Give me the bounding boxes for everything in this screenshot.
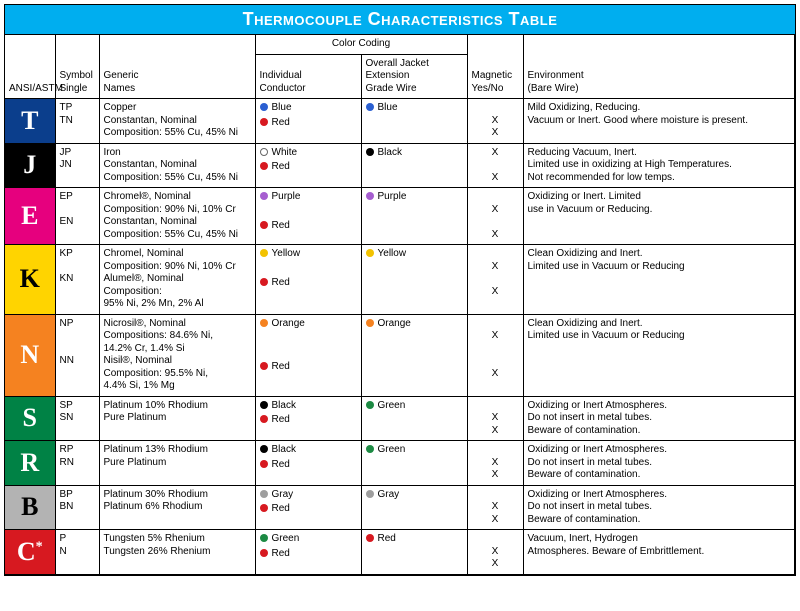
environment-cell: Clean Oxidizing and Inert.Limited use in… — [523, 245, 795, 315]
table-row: TTPTNCopperConstantan, NominalCompositio… — [5, 99, 795, 144]
symbol-cell: TPTN — [55, 99, 99, 144]
names-cell: Platinum 13% RhodiumPure Platinum — [99, 441, 255, 486]
symbol-cell: BPBN — [55, 485, 99, 530]
col-symbol: SymbolSingle — [55, 35, 99, 99]
individual-conductor-cell: BlueRed — [255, 99, 361, 144]
symbol-cell: NPNN — [55, 314, 99, 396]
jacket-cell: Green — [361, 396, 467, 441]
table-row: KKPKNChromel, NominalComposition: 90% Ni… — [5, 245, 795, 315]
jacket-cell: Purple — [361, 188, 467, 245]
table-header: ANSI/ASTM SymbolSingle GenericNames Colo… — [5, 35, 795, 99]
names-cell: CopperConstantan, NominalComposition: 55… — [99, 99, 255, 144]
table-row: EEPENChromel®, NominalComposition: 90% N… — [5, 188, 795, 245]
ansi-letter: B — [5, 485, 55, 530]
names-cell: Tungsten 5% RheniumTungsten 26% Rhenium — [99, 530, 255, 575]
individual-conductor-cell: BlackRed — [255, 441, 361, 486]
table-row: C*PNTungsten 5% RheniumTungsten 26% Rhen… — [5, 530, 795, 575]
ansi-letter: T — [5, 99, 55, 144]
table-row: NNPNNNicrosil®, NominalCompositions: 84.… — [5, 314, 795, 396]
magnetic-cell: X X — [467, 314, 523, 396]
environment-cell: Oxidizing or Inert. Limiteduse in Vacuum… — [523, 188, 795, 245]
magnetic-cell: XX — [467, 485, 523, 530]
names-cell: Nicrosil®, NominalCompositions: 84.6% Ni… — [99, 314, 255, 396]
names-cell: Platinum 30% RhodiumPlatinum 6% Rhodium — [99, 485, 255, 530]
individual-conductor-cell: GrayRed — [255, 485, 361, 530]
names-cell: Platinum 10% RhodiumPure Platinum — [99, 396, 255, 441]
individual-conductor-cell: BlackRed — [255, 396, 361, 441]
individual-conductor-cell: GreenRed — [255, 530, 361, 575]
col-ansi: ANSI/ASTM — [5, 35, 55, 99]
ansi-letter: S — [5, 396, 55, 441]
individual-conductor-cell: Orange Red — [255, 314, 361, 396]
individual-conductor-cell: Purple Red — [255, 188, 361, 245]
col-individual: IndividualConductor — [255, 54, 361, 99]
col-environment: Environment(Bare Wire) — [523, 35, 795, 99]
jacket-cell: Red — [361, 530, 467, 575]
magnetic-cell: X X — [467, 188, 523, 245]
table-row: JJPJNIronConstantan, NominalComposition:… — [5, 143, 795, 188]
environment-cell: Oxidizing or Inert Atmospheres.Do not in… — [523, 485, 795, 530]
environment-cell: Mild Oxidizing, Reducing.Vacuum or Inert… — [523, 99, 795, 144]
col-magnetic: MagneticYes/No — [467, 35, 523, 99]
table-row: BBPBNPlatinum 30% RhodiumPlatinum 6% Rho… — [5, 485, 795, 530]
individual-conductor-cell: Yellow Red — [255, 245, 361, 315]
ansi-letter: E — [5, 188, 55, 245]
symbol-cell: RPRN — [55, 441, 99, 486]
symbol-cell: SPSN — [55, 396, 99, 441]
ansi-letter: J — [5, 143, 55, 188]
ansi-letter: N — [5, 314, 55, 396]
table-row: RRPRNPlatinum 13% RhodiumPure PlatinumBl… — [5, 441, 795, 486]
jacket-cell: Orange — [361, 314, 467, 396]
names-cell: Chromel®, NominalComposition: 90% Ni, 10… — [99, 188, 255, 245]
table-title: Thermocouple Characteristics Table — [5, 5, 795, 35]
names-cell: IronConstantan, NominalComposition: 55% … — [99, 143, 255, 188]
col-names: GenericNames — [99, 35, 255, 99]
environment-cell: Vacuum, Inert, HydrogenAtmospheres. Bewa… — [523, 530, 795, 575]
magnetic-cell: XX — [467, 99, 523, 144]
magnetic-cell: XX — [467, 441, 523, 486]
magnetic-cell: X X — [467, 245, 523, 315]
ansi-letter: K — [5, 245, 55, 315]
jacket-cell: Black — [361, 143, 467, 188]
symbol-cell: EPEN — [55, 188, 99, 245]
symbol-cell: PN — [55, 530, 99, 575]
symbol-cell: KPKN — [55, 245, 99, 315]
jacket-cell: Green — [361, 441, 467, 486]
names-cell: Chromel, NominalComposition: 90% Ni, 10%… — [99, 245, 255, 315]
ansi-letter: C* — [5, 530, 55, 575]
col-color-span: Color Coding — [255, 35, 467, 54]
environment-cell: Clean Oxidizing and Inert.Limited use in… — [523, 314, 795, 396]
environment-cell: Reducing Vacuum, Inert.Limited use in ox… — [523, 143, 795, 188]
environment-cell: Oxidizing or Inert Atmospheres.Do not in… — [523, 441, 795, 486]
table-container: Thermocouple Characteristics Table ANSI/… — [4, 4, 796, 576]
individual-conductor-cell: WhiteRed — [255, 143, 361, 188]
symbol-cell: JPJN — [55, 143, 99, 188]
magnetic-cell: XX — [467, 530, 523, 575]
magnetic-cell: XX — [467, 396, 523, 441]
jacket-cell: Yellow — [361, 245, 467, 315]
ansi-letter: R — [5, 441, 55, 486]
environment-cell: Oxidizing or Inert Atmospheres.Do not in… — [523, 396, 795, 441]
col-jacket: Overall JacketExtensionGrade Wire — [361, 54, 467, 99]
jacket-cell: Blue — [361, 99, 467, 144]
jacket-cell: Gray — [361, 485, 467, 530]
thermocouple-table: ANSI/ASTM SymbolSingle GenericNames Colo… — [5, 35, 795, 575]
magnetic-cell: X X — [467, 143, 523, 188]
table-body: TTPTNCopperConstantan, NominalCompositio… — [5, 99, 795, 575]
table-row: SSPSNPlatinum 10% RhodiumPure PlatinumBl… — [5, 396, 795, 441]
